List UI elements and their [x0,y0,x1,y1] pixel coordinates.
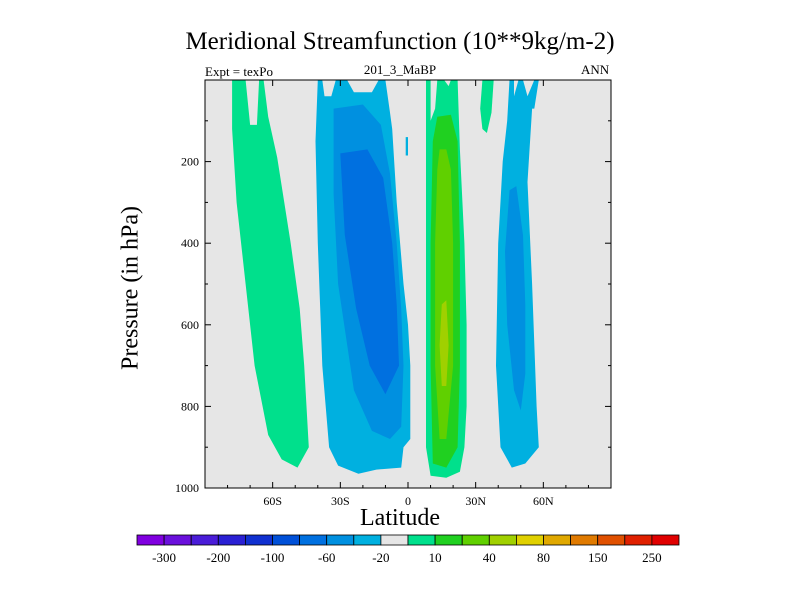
chart-title: Meridional Streamfunction (10**9kg/m-2) [185,28,615,55]
y-tick-label: 400 [181,236,199,250]
colorbar-swatch [434,534,463,546]
colorbar-swatch [299,534,328,546]
x-axis-ticks: 60S 30S 0 30N 60N [227,80,589,508]
colorbar-label: 250 [642,550,662,565]
colorbar-label: 40 [483,550,496,565]
colorbar: -300 -200 -100 -60 -20 10 40 80 150 250 [136,534,680,565]
region-equatorial-tongue [405,137,408,156]
experiment-label: Expt = texPo [205,64,273,79]
contour-regions [232,80,539,478]
colorbar-swatch [353,534,382,546]
colorbar-swatch [488,534,517,546]
colorbar-swatch [272,534,301,546]
x-tick-label: 60S [263,494,282,508]
y-tick-label: 200 [181,155,199,169]
colorbar-swatch [407,534,436,546]
region-sh-polar-cell [232,80,309,468]
y-tick-label: 600 [181,318,199,332]
region-nh-ferrel-core [505,186,526,411]
y-tick-label: 1000 [175,481,199,495]
y-axis-ticks: 200 400 600 800 1000 [175,120,611,495]
colorbar-swatch [244,534,273,546]
x-tick-label: 60N [533,494,554,508]
colorbar-swatch [570,534,599,546]
colorbar-swatch [624,534,653,546]
colorbar-swatch [217,534,246,546]
colorbar-label: -60 [318,550,335,565]
colorbar-label: -300 [152,550,176,565]
colorbar-label: 10 [429,550,442,565]
colorbar-swatch [163,534,192,546]
x-tick-label: 0 [405,494,411,508]
x-tick-label: 30S [331,494,350,508]
region-nh-hadley-core [435,149,454,439]
chart-subtitle: 201_3_MaBP [363,62,437,77]
colorbar-swatch [597,534,626,546]
colorbar-label: 80 [537,550,550,565]
x-tick-label: 30N [465,494,486,508]
y-tick-label: 800 [181,399,199,413]
region-sh-ferrel-cell-core [340,149,399,395]
colorbar-label: -20 [372,550,389,565]
x-axis-label: Latitude [360,505,440,531]
colorbar-swatch [651,534,680,546]
colorbar-swatch [326,534,355,546]
colorbar-swatch [543,534,572,546]
colorbar-swatch [461,534,490,546]
colorbar-label: -200 [206,550,230,565]
season-label: ANN [581,62,610,77]
colorbar-swatch [380,534,409,546]
region-nh-polar-finger [480,80,494,133]
colorbar-swatch [136,534,165,546]
region-nh-hadley-peak [439,300,449,386]
colorbar-label: 150 [588,550,608,565]
colorbar-swatch [190,534,219,546]
colorbar-label: -100 [261,550,285,565]
colorbar-swatch [516,534,544,546]
